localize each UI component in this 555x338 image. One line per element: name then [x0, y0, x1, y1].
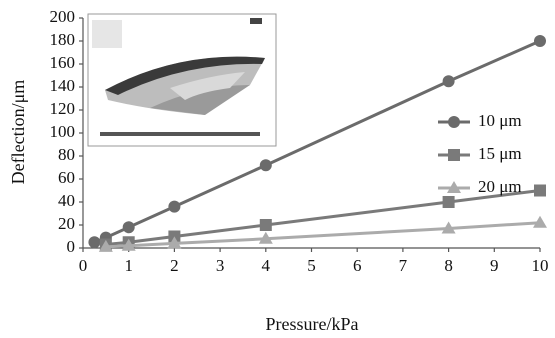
- x-tick-label: 1: [124, 256, 133, 275]
- marker: [260, 159, 272, 171]
- y-tick-label: 120: [50, 99, 76, 118]
- marker: [123, 221, 135, 233]
- marker: [448, 149, 460, 161]
- x-axis-label: Pressure/kPa: [266, 314, 359, 334]
- y-tick-label: 180: [50, 30, 76, 49]
- legend-label: 10 μm: [478, 111, 522, 130]
- marker: [260, 219, 272, 231]
- x-tick-label: 8: [444, 256, 453, 275]
- x-tick-label: 5: [307, 256, 316, 275]
- y-tick-label: 160: [50, 53, 76, 72]
- y-tick-label: 200: [50, 7, 76, 26]
- x-tick-label: 4: [262, 256, 271, 275]
- marker: [88, 236, 100, 248]
- chart: Deflection/μm Pressure/kPa 0204060801001…: [0, 0, 555, 338]
- marker: [448, 116, 460, 128]
- y-tick-label: 60: [58, 168, 75, 187]
- marker: [443, 196, 455, 208]
- marker: [168, 201, 180, 213]
- inset-image: [88, 14, 276, 146]
- y-tick-label: 80: [58, 145, 75, 164]
- x-tick-label: 3: [216, 256, 225, 275]
- y-tick-label: 140: [50, 76, 76, 95]
- legend-label: 20 μm: [478, 177, 522, 196]
- legend-label: 15 μm: [478, 144, 522, 163]
- marker: [443, 75, 455, 87]
- x-tick-label: 0: [79, 256, 88, 275]
- y-tick-label: 100: [50, 122, 76, 141]
- y-axis-label: Deflection/μm: [8, 80, 28, 185]
- x-tick-label: 2: [170, 256, 179, 275]
- y-tick-label: 40: [58, 191, 75, 210]
- x-tick-label: 9: [490, 256, 499, 275]
- y-tick-label: 20: [58, 214, 75, 233]
- y-tick-label: 0: [67, 237, 76, 256]
- x-tick-label: 7: [399, 256, 408, 275]
- marker: [534, 185, 546, 197]
- x-tick-label: 6: [353, 256, 362, 275]
- marker: [534, 35, 546, 47]
- x-tick-label: 10: [532, 256, 549, 275]
